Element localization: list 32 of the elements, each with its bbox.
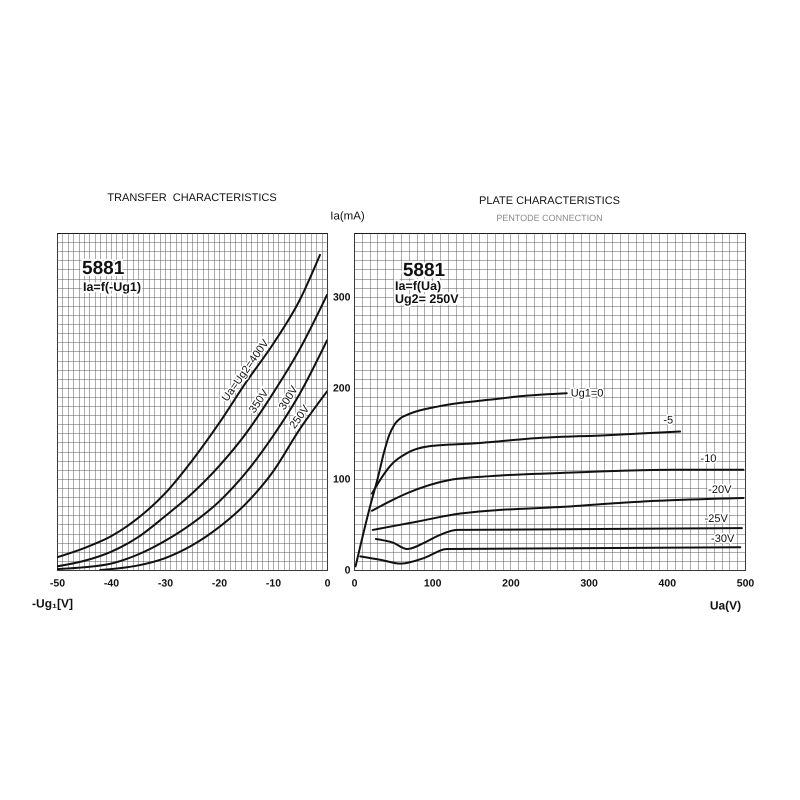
series-label: -10 <box>700 452 716 464</box>
x-tick-label: 300 <box>580 577 598 589</box>
x-tick-label: -30 <box>157 577 173 589</box>
x-tick-label: -40 <box>103 577 119 589</box>
annotation: 5881 <box>82 258 124 278</box>
x-axis-title: -Ug₁[V] <box>32 596 72 610</box>
y-axis-title: Ia(mA) <box>330 210 364 222</box>
series-label: -25V <box>704 512 728 525</box>
chart-title: PLATE CHARACTERISTICS <box>478 194 620 206</box>
y-tick-label: 0 <box>344 564 350 576</box>
chart-title: TRANSFER CHARACTERISTICS <box>106 192 276 204</box>
x-axis-title: Ua(V) <box>709 598 741 612</box>
x-tick-label: -10 <box>265 577 281 589</box>
y-tick-label: 300 <box>332 290 350 303</box>
chart-subtitle: PENTODE CONNECTION <box>496 212 602 222</box>
series-label: -30V <box>710 532 734 545</box>
x-tick-label: 400 <box>658 577 676 589</box>
annotation: Ia=f(-Ug1) <box>82 280 140 294</box>
annotation: Ug2= 250V <box>394 292 459 306</box>
x-tick-label: 0 <box>324 577 330 589</box>
x-tick-label: -50 <box>49 577 65 589</box>
y-tick-label: 100 <box>332 472 350 485</box>
x-tick-label: 500 <box>736 577 754 589</box>
series-label: -5 <box>662 414 673 426</box>
series-label: Ug1=0 <box>570 386 603 399</box>
annotation: Ia=f(Ua) <box>394 278 441 292</box>
series-label: -20V <box>708 484 732 496</box>
x-tick-label: 100 <box>423 577 442 589</box>
x-tick-label: -20 <box>211 577 227 589</box>
x-tick-label: 200 <box>502 577 520 589</box>
annotation: 5881 <box>402 260 446 280</box>
y-tick-label: 200 <box>332 382 350 394</box>
